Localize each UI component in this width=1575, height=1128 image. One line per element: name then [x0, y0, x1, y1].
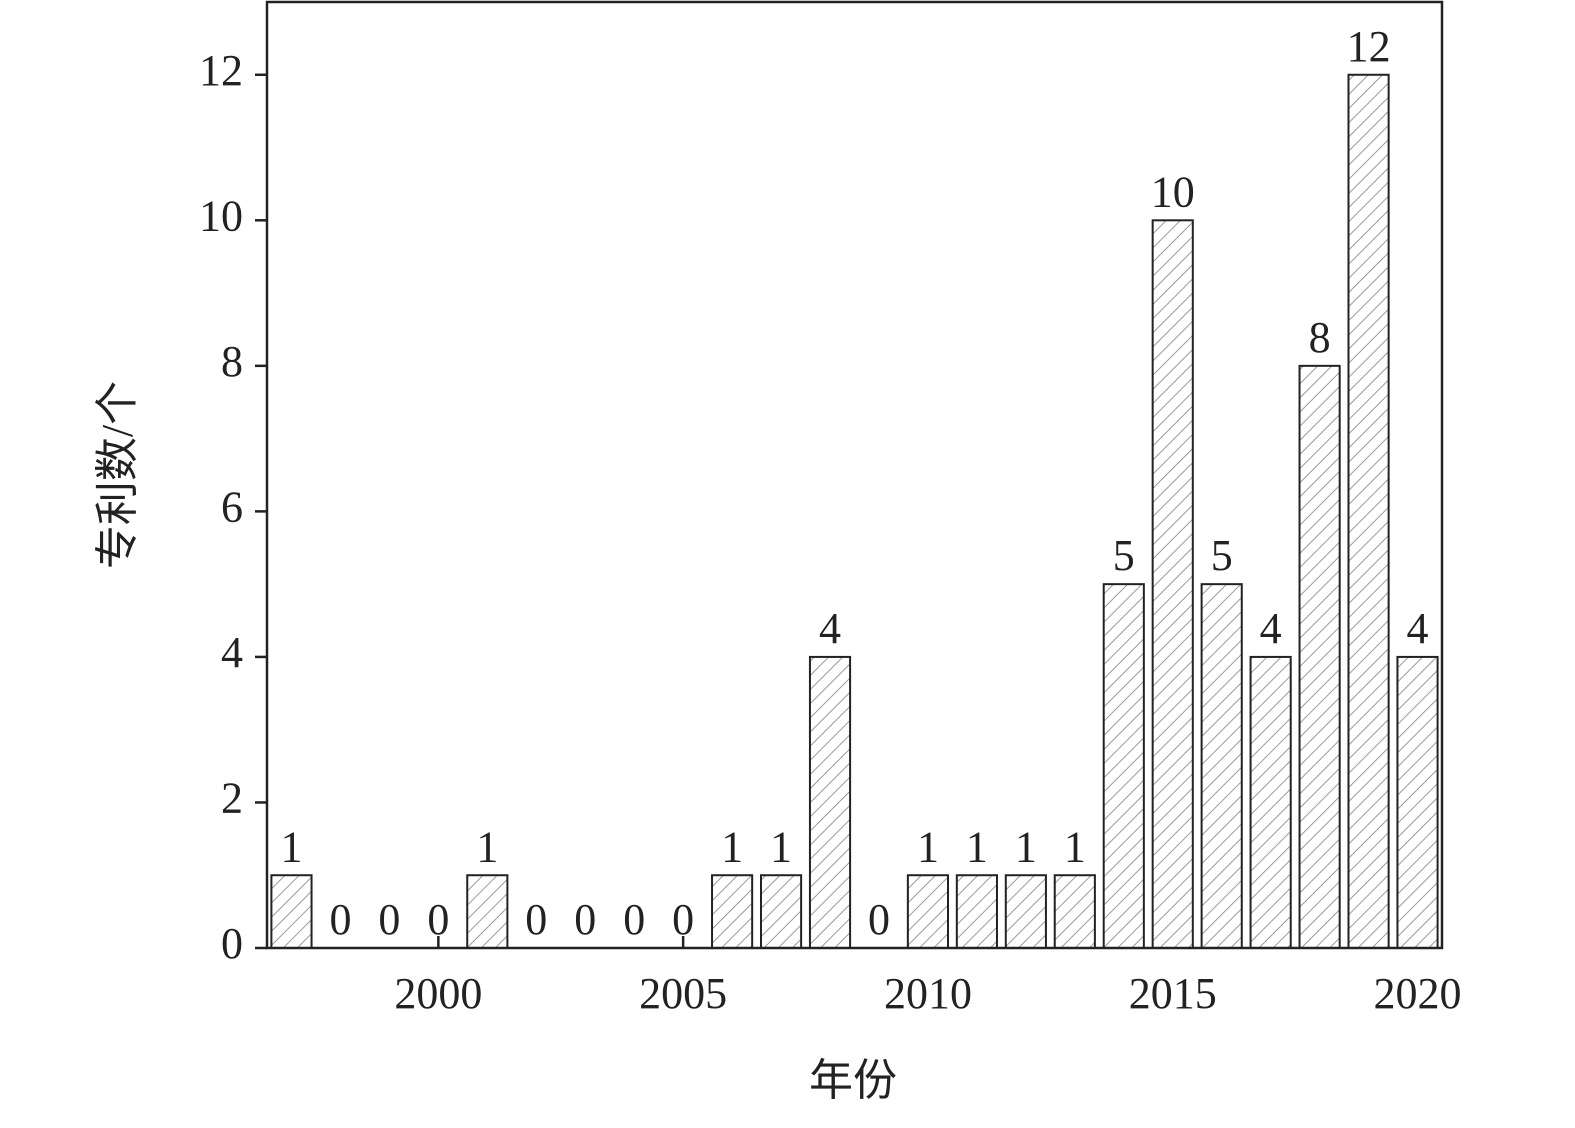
data-label: 0	[525, 895, 547, 944]
y-tick-label: 4	[221, 628, 243, 677]
data-label: 1	[476, 822, 498, 871]
y-tick-label: 0	[221, 919, 243, 968]
x-tick-label: 2005	[639, 969, 727, 1018]
data-label: 1	[917, 822, 939, 871]
data-label: 0	[378, 895, 400, 944]
data-label: 0	[427, 895, 449, 944]
data-label: 4	[1260, 604, 1282, 653]
x-axis-label: 年份	[809, 1056, 897, 1105]
y-axis-label: 专利数/个	[93, 381, 142, 569]
y-tick-label: 8	[221, 337, 243, 386]
plot-frame	[265, 0, 1444, 950]
data-label: 1	[1064, 822, 1086, 871]
y-tick-label: 10	[199, 191, 243, 240]
data-label: 4	[1407, 604, 1429, 653]
bar	[1396, 655, 1439, 950]
bar	[906, 874, 950, 950]
y-tick-label: 2	[221, 774, 243, 823]
bar	[955, 874, 998, 950]
bar	[1298, 364, 1341, 950]
data-label: 12	[1347, 22, 1391, 71]
x-tick-label: 2010	[884, 969, 972, 1018]
bar	[759, 874, 803, 950]
data-label: 0	[672, 895, 694, 944]
data-label: 5	[1113, 531, 1135, 580]
y-tick-label: 12	[199, 46, 243, 95]
data-label: 0	[623, 895, 645, 944]
data-label: 5	[1211, 531, 1233, 580]
bar	[711, 874, 754, 950]
data-label: 4	[819, 604, 841, 653]
bar	[1053, 874, 1096, 950]
bar	[1200, 583, 1243, 950]
data-label: 1	[1015, 822, 1037, 871]
y-tick-label: 6	[221, 482, 243, 531]
x-tick-label: 2015	[1129, 969, 1217, 1018]
bar	[1347, 73, 1390, 950]
bar	[466, 874, 509, 950]
data-label: 8	[1309, 313, 1331, 362]
data-label: 0	[868, 895, 890, 944]
bar	[1102, 583, 1145, 950]
x-tick-label: 2020	[1374, 969, 1462, 1018]
bar	[808, 655, 852, 950]
bar	[1151, 219, 1194, 950]
data-label: 1	[966, 822, 988, 871]
bar	[1004, 874, 1047, 950]
data-label: 0	[329, 895, 351, 944]
bar	[1249, 655, 1292, 950]
data-label: 10	[1151, 167, 1195, 216]
bar	[270, 874, 313, 950]
x-tick-label: 2000	[394, 969, 482, 1018]
data-label: 1	[721, 822, 743, 871]
data-label: 0	[574, 895, 596, 944]
data-label: 1	[280, 822, 302, 871]
data-label: 1	[770, 822, 792, 871]
